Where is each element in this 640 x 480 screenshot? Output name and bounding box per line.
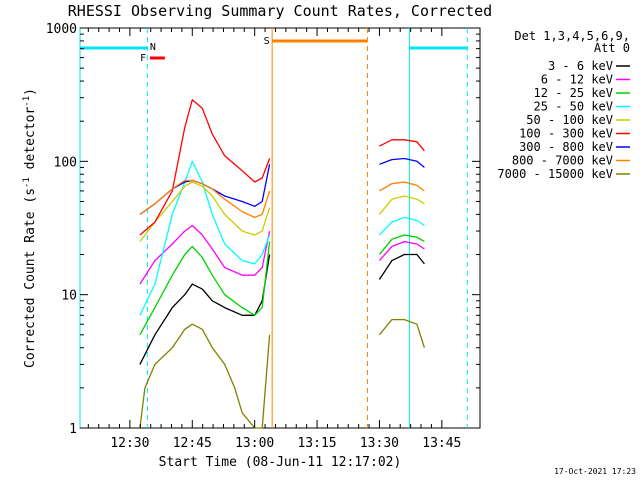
y-axis-label-end: ): [23, 88, 38, 96]
series-line-12-25-kev-seg1: [139, 241, 271, 336]
y-axis-label-sup1: -1: [22, 177, 32, 188]
series-line-7000-15000-kev-seg1: [139, 323, 271, 429]
chart-title: RHESSI Observing Summary Count Rates, Co…: [68, 2, 492, 20]
series-line-25-50-kev-seg1: [139, 160, 271, 316]
y-axis-label-main: Corrected Count Rate (s: [23, 188, 38, 368]
legend-header-detectors: Det 1,3,4,5,6,9,: [514, 29, 630, 43]
x-tick-label-4: 13:30: [360, 436, 399, 451]
series-line-3-6-kev-seg1: [139, 254, 271, 365]
y-axis-label-sup2: -1: [22, 96, 32, 107]
y-tick-label-0: 1: [69, 422, 77, 437]
series-line-12-25-kev-seg2: [378, 234, 425, 255]
series-line-100-300-kev-seg2: [379, 139, 425, 152]
series-line-25-50-kev-seg2: [378, 216, 425, 236]
legend-label-4: 50 - 100 keV: [526, 113, 613, 127]
saa-flag-label: S: [264, 36, 270, 47]
plot-frame: [79, 27, 481, 429]
series-line-50-100-kev-seg2: [378, 195, 425, 215]
flare-flag-label: F: [140, 53, 146, 64]
series-line-3-6-kev-seg2: [378, 253, 425, 280]
y-axis-label: Corrected Count Rate (s-1 detector-1): [22, 88, 38, 368]
night-flag-label: N: [150, 42, 156, 53]
series-layer: [139, 99, 426, 429]
series-line-6-12-kev-seg1: [139, 224, 271, 285]
y-axis-label-mid: detector: [23, 107, 38, 178]
legend-label-8: 7000 - 15000 keV: [497, 167, 613, 181]
x-tick-label-0: 12:30: [110, 436, 149, 451]
legend-label-3: 25 - 50 keV: [534, 100, 613, 114]
legend-label-6: 300 - 800 keV: [519, 140, 613, 154]
series-line-6-12-kev-seg2: [378, 240, 425, 262]
x-tick-label-3: 13:15: [297, 436, 336, 451]
series-line-7000-15000-kev-seg2: [378, 318, 426, 348]
x-tick-label-5: 13:45: [422, 436, 461, 451]
series-line-800-7000-kev-seg1: [139, 179, 271, 219]
x-tick-label-1: 12:45: [173, 436, 212, 451]
y-axis: 1 10 100 1000: [46, 22, 480, 437]
legend-header-attenuator: Att 0: [594, 41, 630, 55]
y-tick-label-1: 10: [61, 289, 77, 304]
flag-bars: NF S: [79, 28, 468, 428]
footer-timestamp: 17-Oct-2021 17:23: [554, 467, 636, 476]
legend-label-1: 6 - 12 keV: [541, 73, 613, 87]
series-line-800-7000-kev-seg2: [379, 181, 425, 192]
series-line-100-300-kev-seg1: [139, 99, 271, 236]
series-line-50-100-kev-seg1: [139, 181, 271, 242]
legend-label-0: 3 - 6 keV: [548, 59, 613, 73]
y-tick-label-2: 100: [54, 155, 77, 170]
series-line-300-800-kev-seg2: [379, 157, 425, 168]
y-tick-label-3: 1000: [46, 22, 77, 37]
x-axis-label: Start Time (08-Jun-11 12:17:02): [159, 455, 402, 470]
legend-label-7: 800 - 7000 keV: [512, 154, 613, 168]
legend-label-2: 12 - 25 keV: [534, 86, 613, 100]
legend-label-5: 100 - 300 keV: [519, 127, 613, 141]
x-axis: 12:30 12:45 13:00 13:15 13:30 13:45: [87, 28, 461, 451]
x-tick-label-2: 13:00: [235, 436, 274, 451]
